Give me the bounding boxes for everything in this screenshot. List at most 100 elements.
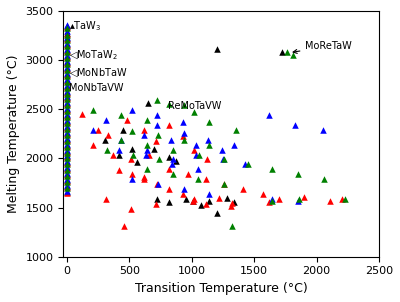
Point <box>191 147 198 152</box>
Point <box>79 112 85 117</box>
Point <box>321 177 327 182</box>
Point <box>170 172 176 177</box>
Point <box>192 142 199 147</box>
Point <box>156 157 163 162</box>
Point <box>181 103 188 108</box>
Point <box>141 175 148 180</box>
Text: ReMoTaVW: ReMoTaVW <box>168 101 222 111</box>
Text: $\triangleleft$MoNbTaW: $\triangleleft$MoNbTaW <box>69 67 128 79</box>
Point <box>64 137 70 142</box>
Point <box>90 108 96 113</box>
Point <box>154 123 160 127</box>
Point <box>64 62 70 66</box>
Point <box>64 131 70 136</box>
Point <box>129 146 135 151</box>
Point <box>64 149 70 154</box>
Point <box>166 123 172 127</box>
Point <box>64 172 70 177</box>
Point <box>145 101 151 106</box>
Point <box>214 210 220 215</box>
Point <box>64 102 70 107</box>
Point <box>110 152 116 157</box>
Point <box>146 152 153 157</box>
Point <box>64 106 70 111</box>
Point <box>64 83 70 88</box>
Point <box>224 195 230 200</box>
Point <box>182 196 189 201</box>
Point <box>152 201 159 206</box>
Point <box>290 53 296 58</box>
Point <box>116 153 123 158</box>
Point <box>64 44 70 49</box>
Point <box>327 198 334 203</box>
Point <box>64 162 70 167</box>
Point <box>221 157 228 162</box>
Text: MoReTaW: MoReTaW <box>293 41 352 53</box>
Point <box>245 162 251 167</box>
Point <box>278 50 285 55</box>
Point <box>64 77 70 82</box>
Point <box>64 124 70 128</box>
Point <box>191 196 198 201</box>
Point <box>144 167 150 172</box>
Point <box>266 113 272 117</box>
Point <box>154 182 160 186</box>
Point <box>64 130 70 135</box>
Point <box>154 196 160 201</box>
Point <box>64 25 70 30</box>
Point <box>144 118 150 123</box>
Point <box>320 127 326 132</box>
Point <box>168 137 174 142</box>
Point <box>228 200 235 205</box>
Point <box>128 157 134 162</box>
Point <box>104 147 110 152</box>
Point <box>64 165 70 170</box>
Point <box>102 196 109 201</box>
Point <box>64 160 70 165</box>
Point <box>64 183 70 188</box>
Point <box>64 30 70 35</box>
Point <box>64 56 70 61</box>
Point <box>166 155 172 160</box>
Point <box>64 119 70 124</box>
Point <box>338 196 345 201</box>
Point <box>64 59 70 63</box>
Point <box>64 72 70 76</box>
Point <box>64 167 70 172</box>
Point <box>301 194 307 199</box>
Point <box>64 76 70 81</box>
Point <box>64 171 70 175</box>
Point <box>64 148 70 153</box>
Point <box>64 97 70 102</box>
Y-axis label: Melting Temperature (°C): Melting Temperature (°C) <box>7 55 20 213</box>
Point <box>64 108 70 113</box>
Point <box>118 137 124 142</box>
Point <box>64 94 70 99</box>
Point <box>142 152 149 157</box>
Point <box>218 147 225 152</box>
Point <box>64 115 70 120</box>
Point <box>64 114 70 119</box>
Point <box>64 42 70 47</box>
Point <box>64 118 70 123</box>
Point <box>64 66 70 70</box>
Point <box>64 141 70 146</box>
Point <box>64 130 70 134</box>
Point <box>180 120 186 124</box>
Point <box>64 177 70 182</box>
Point <box>64 138 70 143</box>
Point <box>64 28 70 33</box>
Point <box>64 154 70 159</box>
Point <box>64 133 70 137</box>
Point <box>144 142 150 147</box>
Point <box>64 88 70 93</box>
Point <box>64 185 70 190</box>
Point <box>134 160 140 165</box>
Point <box>260 191 266 196</box>
Point <box>64 24 70 29</box>
Point <box>120 127 126 132</box>
Point <box>64 188 70 193</box>
Point <box>64 168 70 173</box>
Point <box>268 196 275 201</box>
Point <box>190 198 196 203</box>
